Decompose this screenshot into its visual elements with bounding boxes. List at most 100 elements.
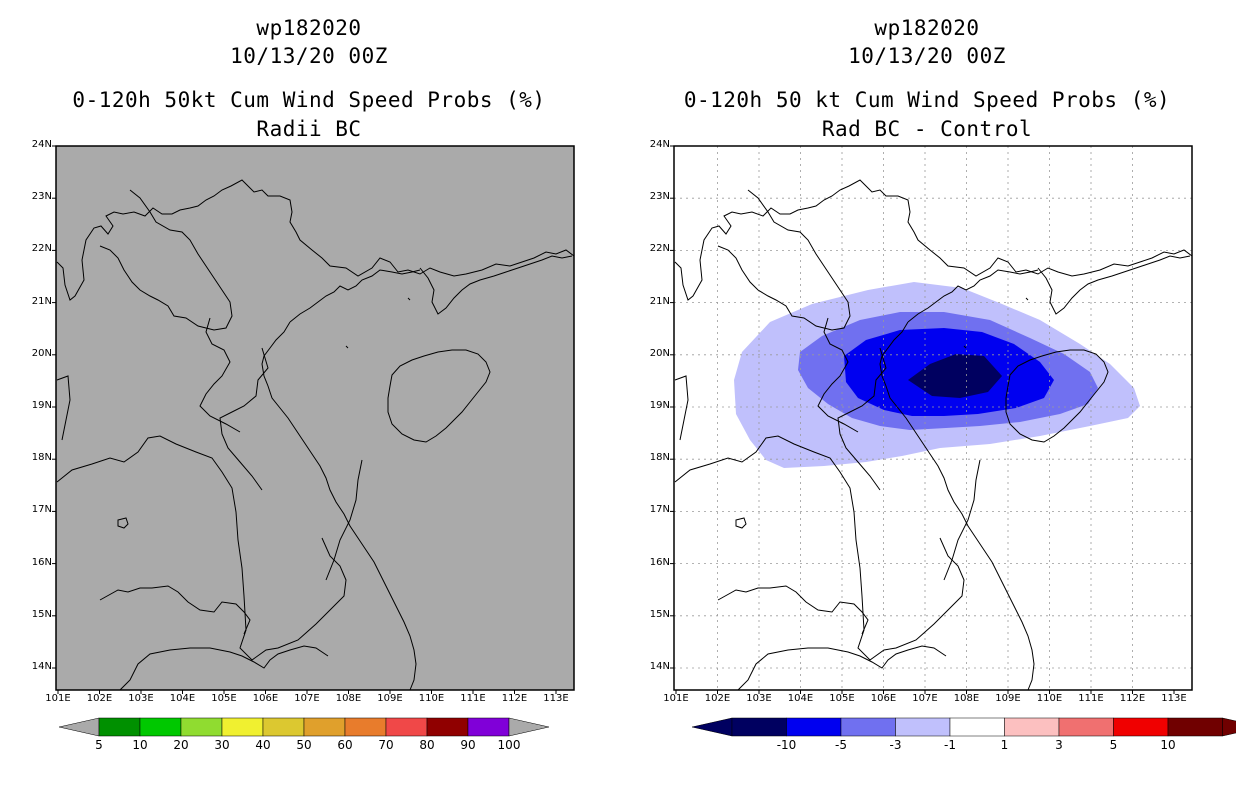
country-border — [219, 347, 269, 491]
coastline — [289, 269, 421, 323]
colorbar-tick-label: 60 — [337, 738, 353, 752]
country-border — [99, 585, 251, 635]
right-panel: wp182020 10/13/20 00Z 0-120h 50 kt Cum W… — [618, 0, 1236, 800]
colorbar-swatch — [840, 717, 896, 737]
coastline — [419, 255, 573, 315]
colorbar-tick-label: 5 — [95, 738, 103, 752]
colorbar-tick-label: 50 — [296, 738, 312, 752]
colorbar-swatch — [1058, 717, 1114, 737]
coastline — [1037, 255, 1191, 315]
colorbar-swatch — [1167, 717, 1223, 737]
lon-label: 104E — [169, 693, 196, 704]
lon-label: 104E — [787, 693, 814, 704]
colorbar-tick-label: 100 — [497, 738, 521, 752]
forecast-time: 10/13/20 00Z — [848, 44, 1006, 68]
island — [117, 517, 129, 529]
island — [407, 297, 411, 301]
lat-label: 16N — [649, 556, 670, 568]
colorbar-tick-label: 90 — [460, 738, 476, 752]
lat-label: 18N — [31, 452, 52, 464]
colorbar-tick-label: 40 — [255, 738, 271, 752]
colorbar-swatch — [262, 717, 305, 737]
coastline — [879, 321, 1035, 691]
lat-label: 18N — [649, 452, 670, 464]
right-map — [670, 145, 1236, 737]
lat-label: 20N — [31, 347, 52, 359]
country-border — [199, 317, 241, 433]
left-map — [52, 145, 575, 737]
country-border — [943, 459, 981, 581]
lon-label: 101E — [663, 693, 689, 704]
hainan-island — [387, 349, 491, 443]
lon-label: 108E — [335, 693, 362, 704]
lon-label: 108E — [953, 693, 980, 704]
country-border — [325, 459, 363, 581]
lon-label: 103E — [128, 693, 154, 704]
colorbar-swatch — [303, 717, 346, 737]
colorbar-tick-label: -5 — [835, 738, 847, 752]
lon-label: 111E — [460, 693, 486, 704]
product-title: 0-120h 50kt Cum Wind Speed Probs (%) — [72, 88, 546, 112]
lon-label: 102E — [704, 693, 731, 704]
lon-label: 103E — [746, 693, 772, 704]
lon-label: 107E — [294, 693, 320, 704]
colorbar-arrow-high — [1222, 717, 1236, 737]
map-frame — [55, 145, 575, 691]
country-border — [674, 179, 1193, 301]
island — [1025, 297, 1029, 301]
colorbar-swatch — [895, 717, 951, 737]
colorbar-swatch — [1113, 717, 1169, 737]
lat-label: 14N — [31, 661, 52, 672]
lat-label: 23N — [649, 191, 670, 203]
lon-label: 112E — [1119, 693, 1146, 704]
colorbar-arrow-high — [508, 717, 550, 737]
country-border — [717, 585, 869, 635]
map-background — [56, 146, 574, 690]
lat-label: 17N — [31, 504, 52, 516]
colorbar-swatch — [731, 717, 787, 737]
island — [345, 345, 349, 349]
colorbar-tick-label: -3 — [889, 738, 902, 752]
product-subtitle: Rad BC - Control — [821, 117, 1033, 141]
lat-label: 17N — [649, 504, 670, 516]
lon-label: 110E — [1036, 693, 1063, 704]
country-border — [737, 645, 947, 691]
shading-region — [908, 354, 1002, 398]
colorbar-tick-label: 10 — [132, 738, 148, 752]
lon-label: 105E — [829, 693, 855, 704]
lat-label: 23N — [31, 191, 52, 203]
colorbar-arrow-low — [691, 717, 733, 737]
storm-id: wp182020 — [874, 16, 980, 40]
colorbar-tick-label: 20 — [173, 738, 189, 752]
lon-label: 109E — [377, 693, 403, 704]
colorbar-swatch — [1004, 717, 1060, 737]
lon-label: 101E — [45, 693, 71, 704]
lat-label: 19N — [649, 400, 670, 411]
colorbar-tick-label: -1 — [944, 738, 956, 752]
colorbar-swatch — [949, 717, 1005, 737]
colorbar-tick-label: 5 — [1109, 738, 1118, 752]
lon-label: 112E — [501, 693, 528, 704]
colorbar-tick-label: 10 — [1160, 738, 1176, 752]
lat-label: 24N — [31, 139, 52, 150]
product-title: 0-120h 50 kt Cum Wind Speed Probs (%) — [683, 88, 1171, 112]
product-subtitle: Radii BC — [256, 117, 362, 141]
country-border — [674, 435, 965, 661]
lon-label: 106E — [870, 693, 897, 704]
map-frame — [673, 145, 1193, 691]
lat-label: 22N — [31, 243, 52, 255]
coastline — [907, 269, 1039, 323]
colorbar-arrow-low — [58, 717, 100, 737]
lon-label: 113E — [543, 693, 569, 704]
colorbar-tick-label: 3 — [1055, 738, 1063, 752]
country-border — [56, 435, 347, 661]
left-panel: wp182020 10/13/20 00Z 0-120h 50kt Cum Wi… — [31, 16, 575, 752]
colorbar-swatch — [180, 717, 223, 737]
colorbar-swatch — [344, 717, 387, 737]
country-border — [837, 347, 887, 491]
lon-label: 102E — [86, 693, 113, 704]
hainan-island — [1005, 349, 1109, 443]
coastline — [261, 321, 417, 691]
colorbar-tick-label: 70 — [378, 738, 394, 752]
colorbar-tick-label: 30 — [214, 738, 230, 752]
